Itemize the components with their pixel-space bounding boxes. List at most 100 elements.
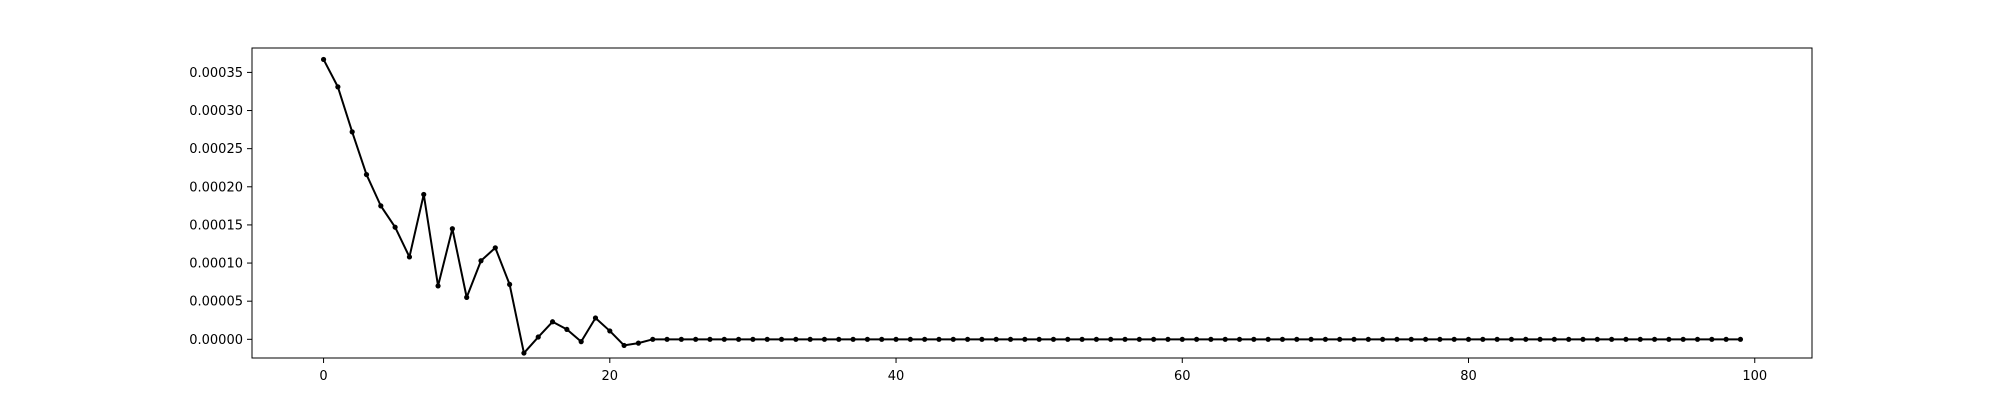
data-point (535, 334, 541, 340)
data-point (1737, 336, 1744, 342)
data-point (693, 336, 699, 342)
data-point (492, 245, 498, 251)
data-point (821, 336, 828, 342)
data-point (993, 336, 999, 342)
data-point (979, 336, 985, 342)
data-point (1651, 336, 1658, 342)
y-tick-label: 0.00020 (189, 180, 243, 195)
data-point (1523, 336, 1529, 342)
y-tick-label: 0.00035 (189, 66, 243, 81)
data-point (564, 326, 570, 333)
data-point (1623, 336, 1629, 342)
x-tick-label: 20 (602, 369, 619, 384)
y-tick-label: 0.00010 (189, 257, 243, 272)
data-point (1637, 336, 1643, 342)
x-tick-label: 80 (1460, 369, 1477, 384)
data-point (1437, 336, 1443, 342)
data-point (678, 336, 684, 342)
data-point (1709, 336, 1715, 342)
data-point (1151, 336, 1157, 342)
data-point (621, 342, 627, 349)
data-point (549, 319, 556, 325)
data-point (392, 224, 398, 230)
x-tick-label: 60 (1174, 369, 1191, 384)
data-point (1680, 336, 1686, 342)
data-point (478, 258, 484, 264)
data-point (707, 336, 713, 342)
data-point (1165, 336, 1171, 342)
data-point (1394, 336, 1400, 342)
data-point (764, 336, 770, 342)
data-point (1108, 336, 1114, 342)
data-point (578, 339, 584, 345)
data-point (1022, 336, 1028, 342)
data-point (793, 336, 799, 342)
data-point (1065, 336, 1071, 342)
data-point (893, 336, 899, 342)
y-tick-label: 0.00015 (189, 218, 243, 233)
data-point (363, 171, 370, 178)
x-tick-label: 40 (888, 369, 905, 384)
data-point (836, 336, 842, 342)
series-line (322, 58, 1741, 355)
x-tick-label: 100 (1742, 369, 1767, 384)
data-point (1609, 336, 1615, 342)
data-point (1294, 336, 1300, 342)
data-point (964, 336, 971, 342)
data-point (349, 129, 355, 135)
data-point (1365, 336, 1371, 342)
data-point (1494, 336, 1500, 342)
data-point (1537, 336, 1543, 342)
data-point (378, 203, 384, 209)
data-point (1566, 336, 1572, 342)
data-point (721, 336, 727, 342)
data-point (1136, 336, 1142, 342)
data-point (1007, 336, 1014, 342)
y-axis: 0.00000 0.00005 0.00010 0.00015 0.00020 0.000… (189, 66, 252, 348)
data-point (635, 340, 642, 346)
data-point (1265, 336, 1271, 342)
data-point (1193, 336, 1200, 342)
data-point (1337, 336, 1343, 342)
data-point (1122, 336, 1128, 342)
data-point (736, 336, 742, 342)
data-point (521, 350, 527, 356)
data-point (592, 315, 599, 321)
data-point (950, 336, 956, 342)
data-point (320, 56, 327, 63)
data-point (421, 191, 427, 198)
data-point (435, 283, 441, 289)
data-point (750, 336, 756, 342)
data-point (922, 336, 928, 342)
series-layer (320, 56, 1744, 356)
data-point (879, 336, 885, 342)
y-tick-label: 0.00030 (189, 104, 243, 119)
data-point (1594, 336, 1600, 342)
data-point (1465, 336, 1472, 342)
data-point (1251, 336, 1257, 342)
data-point (464, 294, 470, 300)
data-point (1380, 336, 1386, 342)
data-point (1236, 336, 1243, 342)
data-point (1551, 336, 1557, 342)
data-point (449, 226, 455, 232)
data-point (607, 328, 613, 334)
y-tick-label: 0.00000 (189, 333, 243, 348)
data-point (1480, 336, 1486, 342)
data-point (864, 336, 871, 342)
data-point (907, 336, 913, 342)
data-point (507, 281, 513, 288)
data-point (1093, 336, 1100, 342)
data-point (850, 336, 856, 342)
data-point (650, 336, 656, 342)
data-point (1322, 336, 1328, 342)
data-point (1408, 336, 1414, 342)
data-point (1179, 336, 1185, 342)
data-point (1208, 336, 1214, 342)
data-point (664, 336, 670, 342)
data-point (1694, 336, 1701, 342)
plot-frame (251, 47, 1813, 359)
data-point (807, 336, 813, 342)
